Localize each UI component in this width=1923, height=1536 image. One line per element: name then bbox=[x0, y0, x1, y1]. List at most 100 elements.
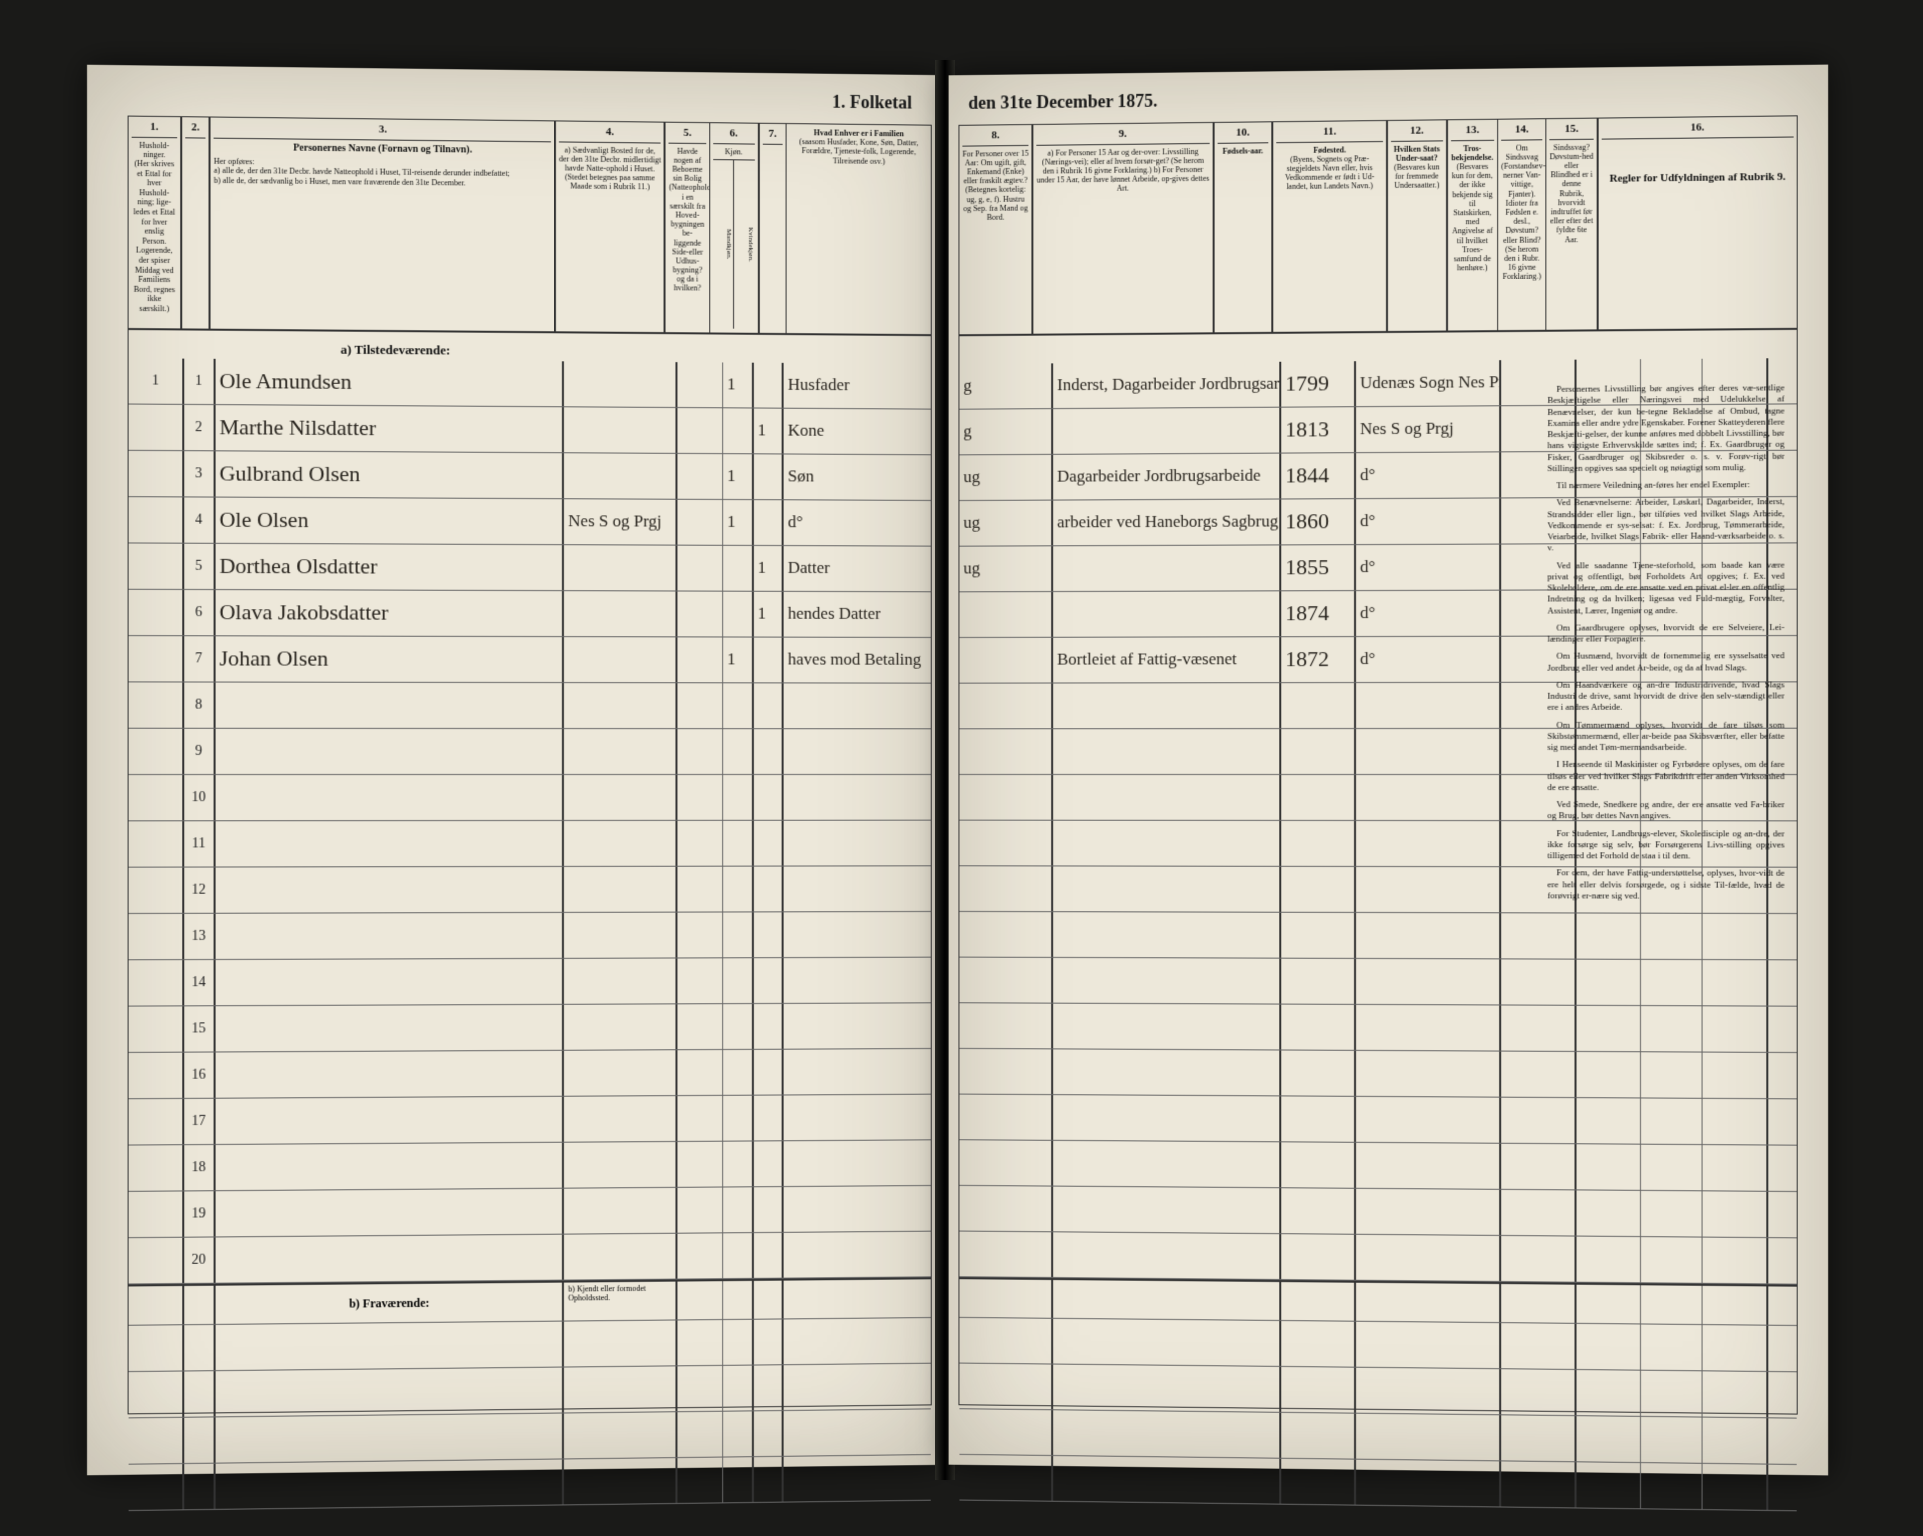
table-row: 17 bbox=[129, 1095, 931, 1146]
table-row: 18 bbox=[129, 1140, 931, 1192]
marital-status: ug bbox=[959, 501, 1053, 546]
birth-year: 1813 bbox=[1281, 407, 1356, 452]
table-row: 5Dorthea Olsdatter1Datter bbox=[129, 543, 931, 592]
left-header-row: 1.Hushold-ninger.(Her skrives et Ettal f… bbox=[129, 117, 931, 337]
occupation bbox=[1053, 591, 1281, 636]
birth-year: 1855 bbox=[1281, 545, 1356, 590]
family-position: Søn bbox=[784, 454, 931, 499]
usual-residence bbox=[564, 361, 677, 407]
sex-f bbox=[754, 500, 784, 545]
birth-year: 1874 bbox=[1281, 591, 1356, 636]
marital-status: ug bbox=[959, 455, 1053, 500]
page-title-right: den 31te December 1875. bbox=[968, 91, 1157, 114]
right-table-frame: 8.For Personer over 15 Aar: Om ugift, gi… bbox=[958, 115, 1797, 1414]
row-num: 1 bbox=[184, 359, 215, 404]
table-row: 12 bbox=[129, 866, 931, 914]
instructions-column: Personernes Livsstilling bør angives eft… bbox=[1543, 378, 1788, 1423]
household-num bbox=[129, 405, 185, 451]
left-page: 1. Folketal 1.Hushold-ninger.(Her skrive… bbox=[87, 65, 944, 1476]
family-position: Husfader bbox=[784, 363, 931, 409]
sex-m bbox=[723, 408, 753, 453]
household-num bbox=[129, 543, 185, 588]
outbuilding bbox=[677, 362, 723, 407]
left-data-rows: 11Ole Amundsen1Husfader2Marthe Nilsdatte… bbox=[129, 358, 931, 1511]
instruction-paragraph: Ved Benævnelserne: Arbeider, Løskarl, Da… bbox=[1547, 496, 1784, 554]
table-row: 19 bbox=[129, 1186, 931, 1238]
person-name: Marthe Nilsdatter bbox=[215, 405, 564, 452]
instruction-paragraph: Personernes Livsstilling bør angives eft… bbox=[1547, 382, 1784, 474]
sex-f: 1 bbox=[754, 546, 784, 591]
marital-status: ug bbox=[959, 546, 1053, 591]
sex-m: 1 bbox=[723, 500, 753, 545]
table-row: 2Marthe Nilsdatter 1Kone bbox=[129, 405, 931, 456]
birth-year: 1872 bbox=[1281, 637, 1356, 682]
marital-status: g bbox=[959, 409, 1053, 454]
table-row: 16 bbox=[129, 1049, 931, 1099]
instruction-paragraph: I Henseende til Maskinister og Fyrbødere… bbox=[1547, 759, 1784, 793]
outbuilding bbox=[677, 546, 723, 591]
sex-f bbox=[754, 363, 784, 408]
table-row: 13 bbox=[129, 912, 931, 960]
birthplace: d° bbox=[1356, 591, 1501, 636]
table-row: 8 bbox=[129, 682, 931, 729]
instruction-paragraph: Om Haandværkere og an-dre Industridriven… bbox=[1547, 679, 1784, 713]
right-header-row: 8.For Personer over 15 Aar: Om ugift, gi… bbox=[959, 116, 1796, 336]
occupation: Bortleiet af Fattig-væsenet bbox=[1053, 637, 1281, 682]
sex-f bbox=[754, 454, 784, 499]
birth-year: 1799 bbox=[1281, 361, 1356, 406]
birth-year: 1860 bbox=[1281, 499, 1356, 544]
sex-m: 1 bbox=[723, 454, 753, 499]
family-position: Kone bbox=[784, 409, 931, 455]
household-num bbox=[129, 636, 185, 681]
usual-residence bbox=[564, 591, 677, 636]
household-num bbox=[129, 590, 185, 635]
person-name: Gulbrand Olsen bbox=[215, 451, 564, 498]
person-name: Dorthea Olsdatter bbox=[215, 544, 564, 590]
table-row: 20 bbox=[129, 1232, 931, 1285]
birthplace: d° bbox=[1356, 637, 1501, 682]
row-num: 2 bbox=[184, 405, 215, 450]
outbuilding bbox=[677, 500, 723, 545]
instruction-paragraph: Ved alle saadanne Tjene-steforhold, som … bbox=[1547, 559, 1784, 616]
table-row: 4Ole OlsenNes S og Prgj 1 d° bbox=[129, 497, 931, 546]
table-row bbox=[129, 1455, 931, 1511]
sex-f: 1 bbox=[754, 592, 784, 637]
outbuilding bbox=[677, 591, 723, 636]
usual-residence: Nes S og Prgj bbox=[564, 499, 677, 544]
sex-m bbox=[723, 592, 753, 637]
sex-f: 1 bbox=[754, 408, 784, 453]
table-row: 10 bbox=[129, 775, 931, 821]
row-num: 5 bbox=[184, 544, 215, 589]
scanned-document: 1. Folketal 1.Hushold-ninger.(Her skrive… bbox=[0, 0, 1923, 1536]
table-row bbox=[959, 1455, 1796, 1511]
sex-f bbox=[754, 638, 784, 683]
family-position: d° bbox=[784, 500, 931, 545]
instruction-paragraph: Om Gaardbrugere oplyses, hvorvidt de ere… bbox=[1547, 622, 1784, 645]
right-page: den 31te December 1875. 8.For Personer o… bbox=[949, 65, 1829, 1476]
usual-residence bbox=[564, 407, 677, 453]
table-row: 6Olava Jakobsdatter1hendes Datter bbox=[129, 590, 931, 638]
instruction-paragraph: Ved Smede, Snedkere og andre, der ere an… bbox=[1547, 799, 1784, 822]
birthplace: Udenæs Sogn Nes Prgj bbox=[1356, 360, 1501, 406]
table-row: 14 bbox=[129, 958, 931, 1007]
instruction-paragraph: Til nærmere Veiledning an-føres her ende… bbox=[1547, 479, 1784, 491]
instruction-paragraph: Om Husmænd, hvorvidt de fornemmelig ere … bbox=[1547, 650, 1784, 673]
table-row: 7Johan Olsen1haves mod Betaling bbox=[129, 636, 931, 684]
outbuilding bbox=[677, 454, 723, 499]
sex-m: 1 bbox=[723, 637, 753, 682]
family-position: haves mod Betaling bbox=[784, 638, 931, 683]
row-num: 4 bbox=[184, 497, 215, 542]
marital-status: g bbox=[959, 363, 1053, 408]
birth-year: 1844 bbox=[1281, 453, 1356, 498]
occupation: arbeider ved Haneborgs Sagbrug i Sørum bbox=[1053, 499, 1281, 545]
person-name: Olava Jakobsdatter bbox=[215, 590, 564, 636]
outbuilding bbox=[677, 408, 723, 453]
table-row: 11 bbox=[129, 821, 931, 868]
person-name: Ole Amundsen bbox=[215, 359, 564, 406]
person-name: Ole Olsen bbox=[215, 498, 564, 545]
occupation: Dagarbeider Jordbrugsarbeide bbox=[1053, 454, 1281, 500]
household-num: 1 bbox=[129, 358, 185, 404]
row-num: 7 bbox=[184, 636, 215, 681]
family-position: hendes Datter bbox=[784, 592, 931, 637]
occupation bbox=[1053, 408, 1281, 454]
